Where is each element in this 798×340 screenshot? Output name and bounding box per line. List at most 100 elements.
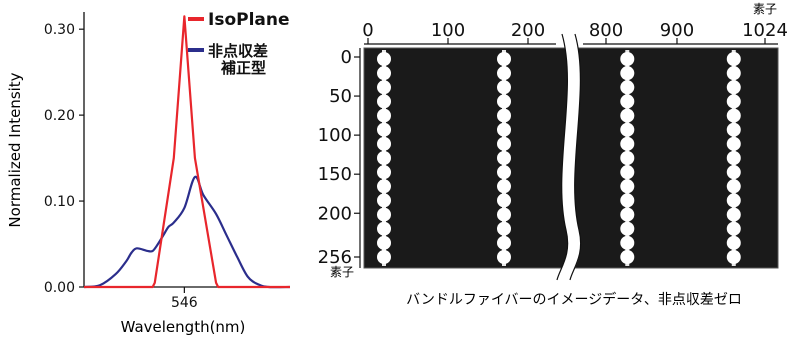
top-axis-unit: 素子 [753, 2, 777, 16]
x-tick-label: 546 [171, 295, 198, 311]
fiber-spot [726, 108, 741, 123]
fiber-spot [726, 221, 741, 236]
fiber-spot [377, 221, 391, 236]
fiber-spot [726, 52, 741, 66]
fiber-spot [620, 207, 635, 222]
top-tick-label: 800 [589, 20, 623, 41]
image-caption: バンドルファイバーのイメージデータ、非点収差ゼロ [406, 291, 742, 308]
fiber-spot [377, 235, 391, 250]
top-tick-label: 0 [362, 20, 373, 41]
fiber-spot [620, 165, 635, 180]
top-tick-label: 200 [511, 20, 545, 41]
fiber-spot [497, 52, 511, 66]
fiber-spots [377, 50, 741, 266]
fiber-spot [497, 122, 511, 137]
left-tick-label: 256 [318, 247, 352, 268]
legend-label-astigmatism-line1: 非点収差 [208, 42, 268, 60]
fiber-spot [497, 250, 511, 264]
axis-break-line-left [556, 33, 569, 281]
fiber-spot [620, 108, 635, 123]
y-tick-label: 0.00 [44, 280, 75, 296]
fiber-spot [497, 207, 511, 222]
left-tick-label: 0 [341, 47, 352, 68]
fiber-spot [620, 136, 635, 151]
x-axis-label: Wavelength(nm) [121, 318, 246, 336]
fiber-spot [377, 165, 391, 180]
legend-label-isoplane: IsoPlane [208, 10, 290, 30]
fiber-spot [726, 193, 741, 208]
fiber-spot [377, 108, 391, 123]
fiber-spot [620, 250, 635, 264]
series-line-isoplane [84, 15, 290, 289]
fiber-spot [726, 66, 741, 81]
fiber-spot [377, 151, 391, 165]
left-tick-label: 150 [318, 164, 352, 185]
fiber-spot [726, 94, 741, 109]
y-tick-label: 0.30 [44, 22, 75, 38]
y-tick-label: 0.10 [44, 194, 75, 210]
axis-break-fill [557, 34, 581, 280]
fiber-spot [726, 80, 741, 95]
fiber-spot [497, 179, 511, 194]
fiber-spot [377, 250, 391, 264]
fiber-spot [620, 151, 635, 165]
fiber-spot [620, 193, 635, 208]
top-axis: 0 100 200 800 900 1024 [362, 20, 788, 45]
fiber-spot [497, 221, 511, 236]
fiber-spot [620, 122, 635, 137]
fiber-spot [377, 66, 391, 81]
y-ticks: 0.00 0.10 0.20 0.30 [44, 22, 84, 296]
fiber-spot [497, 80, 511, 95]
left-tick-label: 200 [318, 203, 352, 224]
fiber-spot [497, 94, 511, 109]
fiber-spot [620, 221, 635, 236]
fiber-spot [620, 235, 635, 250]
y-axis-label: Normalized Intensity [6, 72, 24, 227]
left-tick-label: 50 [329, 86, 352, 107]
fiber-spot [620, 52, 635, 66]
legend-label-astigmatism-line2: 補正型 [220, 59, 266, 77]
fiber-spot [377, 80, 391, 95]
fiber-spot [377, 193, 391, 208]
top-tick-label: 1024 [742, 20, 788, 41]
series-lines [83, 15, 291, 289]
fiber-spot [377, 179, 391, 194]
x-ticks: 546 [171, 287, 198, 311]
fiber-spot [497, 66, 511, 81]
fiber-spot [620, 179, 635, 194]
fiber-spot [726, 250, 741, 264]
fiber-spot [377, 136, 391, 151]
top-tick-label: 100 [431, 20, 465, 41]
fiber-spot [497, 136, 511, 151]
fiber-spot [726, 122, 741, 137]
fiber-spot [497, 108, 511, 123]
fiber-spot [377, 122, 391, 137]
fiber-spot [620, 94, 635, 109]
fiber-spot [726, 235, 741, 250]
fiber-spot [726, 179, 741, 194]
legend: IsoPlane 非点収差 補正型 [188, 10, 290, 77]
fiber-spot [497, 193, 511, 208]
fiber-spot [377, 94, 391, 109]
fiber-spot [377, 207, 391, 222]
fiber-spot [497, 151, 511, 165]
y-tick-label: 0.20 [44, 108, 75, 124]
fiber-spot [497, 165, 511, 180]
fiber-spot [620, 66, 635, 81]
fiber-spot [497, 235, 511, 250]
fiber-spot [726, 165, 741, 180]
fiber-spot [620, 80, 635, 95]
left-axis: 0 50 100 150 200 256 [318, 47, 361, 268]
spectrum-chart: Normalized Intensity 0.00 0.10 0.20 0.30 54… [6, 10, 291, 336]
top-tick-label: 900 [660, 20, 694, 41]
fiber-spot [377, 52, 391, 66]
fiber-spot [726, 207, 741, 222]
left-axis-unit: 素子 [330, 265, 354, 279]
fiber-spot [726, 151, 741, 165]
axis-break-line-right [569, 33, 582, 281]
left-tick-label: 100 [318, 125, 352, 146]
fiber-spot [726, 136, 741, 151]
series-line-astigmatism [83, 175, 291, 289]
